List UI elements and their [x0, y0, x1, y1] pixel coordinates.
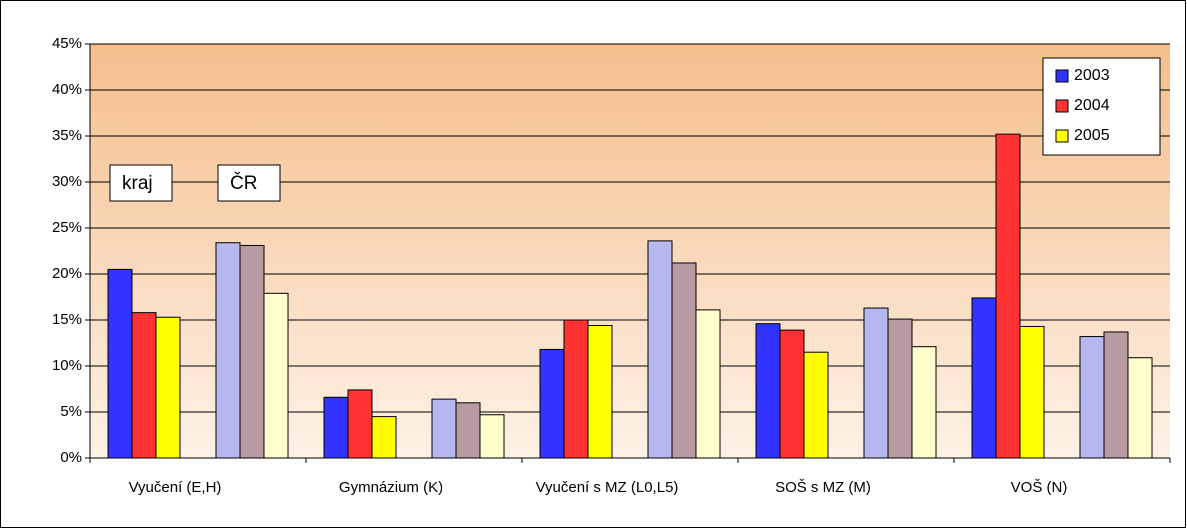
- bar: [1019, 325, 1045, 459]
- x-tick-label: Vyučení (E,H): [129, 479, 222, 496]
- bar: [131, 312, 157, 459]
- y-tick-label: 5%: [60, 403, 82, 420]
- bar: [263, 292, 289, 459]
- x-tick-label: SOŠ s MZ (M): [775, 479, 871, 496]
- bar: [671, 262, 697, 459]
- y-tick-label: 35%: [52, 127, 82, 144]
- bar: [755, 323, 781, 459]
- y-tick-label: 15%: [52, 311, 82, 328]
- x-tick-label: Vyučení s MZ (L0,L5): [536, 479, 679, 496]
- bar: [887, 318, 913, 459]
- bar: [995, 133, 1021, 459]
- legend-swatch: [1055, 129, 1069, 143]
- y-tick-label: 10%: [52, 357, 82, 374]
- y-tick-label: 20%: [52, 265, 82, 282]
- bar: [695, 309, 721, 459]
- bar: [803, 351, 829, 459]
- bar: [155, 316, 181, 459]
- bar: [779, 329, 805, 459]
- y-tick-label: 25%: [52, 219, 82, 236]
- bar: [647, 240, 673, 459]
- legend-swatch: [1055, 69, 1069, 83]
- y-tick-label: 45%: [52, 35, 82, 52]
- annotation: ČR: [230, 172, 257, 194]
- bar: [107, 268, 133, 459]
- legend-label: 2003: [1074, 67, 1110, 84]
- bar: [971, 297, 997, 459]
- bar: [911, 346, 937, 459]
- legend-label: 2005: [1074, 127, 1110, 144]
- x-tick-label: Gymnázium (K): [339, 479, 443, 496]
- bar: [563, 319, 589, 459]
- bar: [347, 389, 373, 459]
- bar: [215, 242, 241, 459]
- bar: [455, 402, 481, 459]
- annotation-box: [217, 164, 281, 202]
- y-tick-label: 40%: [52, 81, 82, 98]
- legend-label: 2004: [1074, 97, 1110, 114]
- legend-swatch: [1055, 99, 1069, 113]
- bar: [539, 348, 565, 459]
- bar: [371, 416, 397, 459]
- annotation: kraj: [122, 173, 153, 194]
- y-tick-label: 30%: [52, 173, 82, 190]
- bar: [479, 414, 505, 459]
- bar: [431, 398, 457, 459]
- bar: [1079, 336, 1105, 459]
- annotation-box: [109, 164, 173, 202]
- y-tick-label: 0%: [60, 449, 82, 466]
- x-tick-label: VOŠ (N): [1011, 479, 1068, 496]
- bar: [863, 307, 889, 459]
- bar: [1103, 331, 1129, 459]
- bar: [587, 325, 613, 459]
- bar: [323, 396, 349, 459]
- bar: [1127, 357, 1153, 459]
- bar: [239, 244, 265, 459]
